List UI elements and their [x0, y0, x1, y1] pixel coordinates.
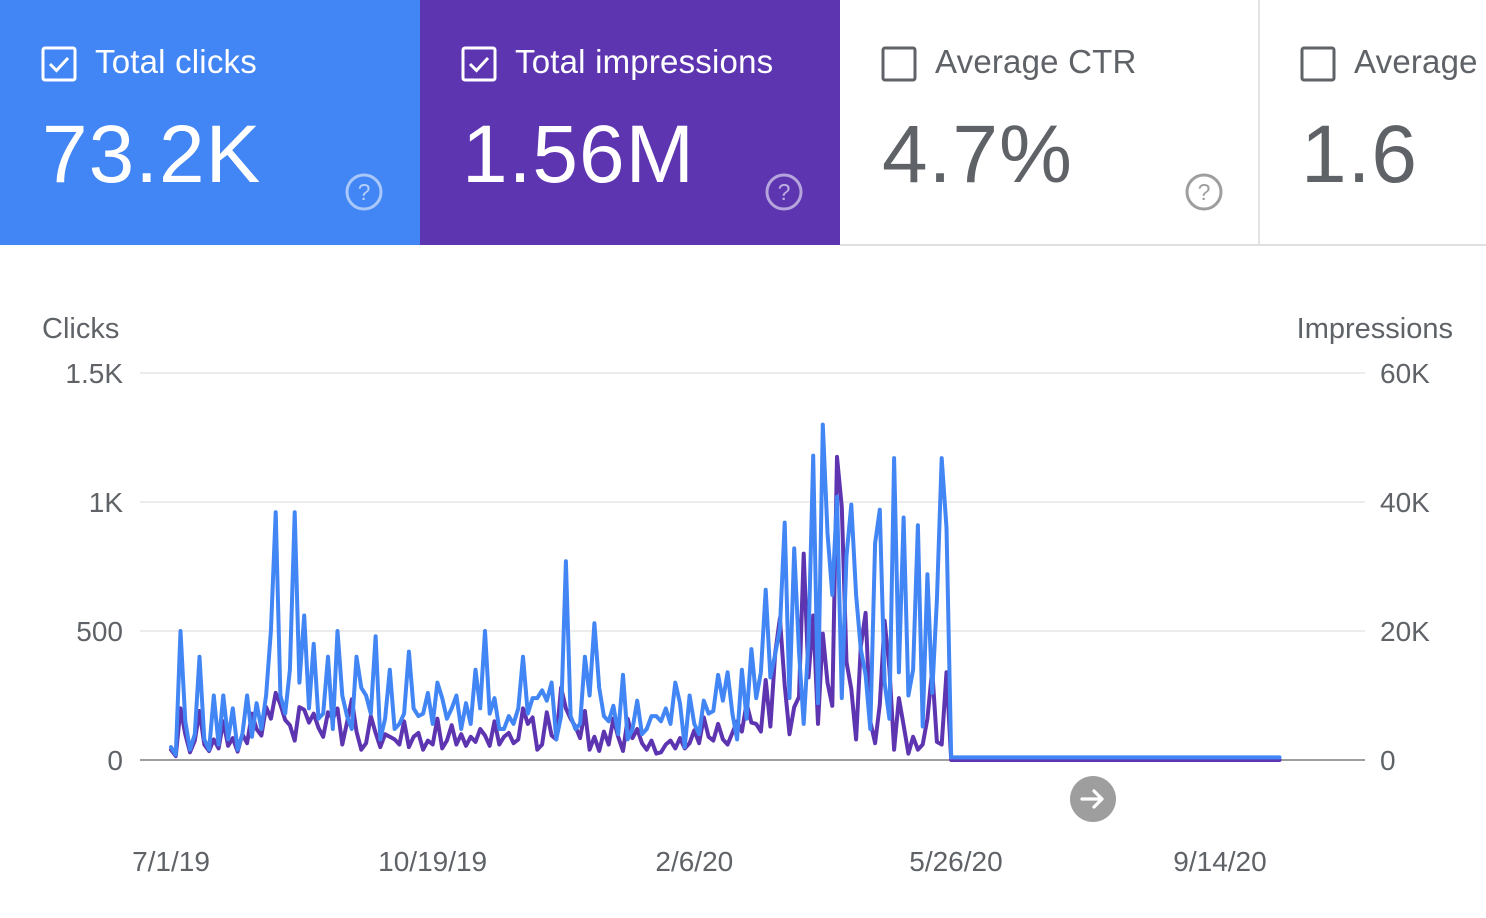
- help-circle-icon[interactable]: ?: [764, 172, 804, 212]
- clicks-series-line: [169, 422, 1282, 760]
- left-axis-tick-label: 1K: [89, 487, 124, 518]
- right-axis-tick-label: 60K: [1380, 358, 1430, 389]
- help-circle-icon[interactable]: ?: [1184, 172, 1224, 212]
- left-axis-title: Clicks: [42, 313, 119, 345]
- right-axis-tick-label: 20K: [1380, 616, 1430, 647]
- checkbox-checked-icon[interactable]: [41, 46, 77, 82]
- metric-card-total-clicks[interactable]: Total clicks 73.2K ?: [0, 0, 420, 245]
- checkbox-unchecked-icon[interactable]: [881, 46, 917, 82]
- metric-label: Average CTR: [935, 43, 1137, 80]
- checkbox-checked-icon[interactable]: [461, 46, 497, 82]
- x-axis-tick-label: 5/26/20: [909, 846, 1002, 877]
- left-axis-tick-label: 500: [76, 616, 123, 647]
- right-axis-tick-label: 40K: [1380, 487, 1430, 518]
- card-divider: [840, 244, 1486, 246]
- help-circle-icon[interactable]: ?: [344, 172, 384, 212]
- chart-series: [169, 422, 1282, 762]
- left-axis-tick-label: 0: [107, 745, 123, 776]
- left-axis-tick-label: 1.5K: [65, 358, 123, 389]
- metric-value: 73.2K: [42, 109, 262, 200]
- metric-value: 1.6: [1301, 109, 1418, 200]
- card-divider: [1258, 0, 1260, 245]
- x-axis-tick-label: 2/6/20: [655, 846, 733, 877]
- x-axis-tick-label: 7/1/19: [132, 846, 210, 877]
- impressions-series-line: [169, 454, 1282, 762]
- metric-card-average-position[interactable]: Average 1.6: [1259, 0, 1486, 245]
- svg-text:?: ?: [358, 179, 371, 205]
- performance-chart: 0 500 1K 1.5K 0 20K 40K 60K 7/1/19 10/19/19 2/6/20…: [42, 313, 1453, 877]
- x-axis-tick-label: 10/19/19: [378, 846, 487, 877]
- right-axis-tick-label: 0: [1380, 745, 1396, 776]
- chart-axes: 0 500 1K 1.5K 0 20K 40K 60K 7/1/19 10/19/19 2/6/20…: [65, 358, 1430, 877]
- metric-card-total-impressions[interactable]: Total impressions 1.56M ?: [420, 0, 840, 245]
- metric-label: Total clicks: [95, 43, 257, 80]
- metric-label: Total impressions: [515, 43, 774, 80]
- svg-text:?: ?: [778, 179, 791, 205]
- svg-text:?: ?: [1198, 179, 1211, 205]
- x-axis-tick-label: 9/14/20: [1173, 846, 1266, 877]
- right-axis-title: Impressions: [1297, 313, 1453, 345]
- metric-cards: Total clicks 73.2K ? Total impressions 1…: [0, 0, 1486, 247]
- metric-label: Average: [1354, 43, 1478, 80]
- checkbox-unchecked-icon[interactable]: [1300, 46, 1336, 82]
- arrow-right-icon[interactable]: [1069, 775, 1117, 823]
- metric-value: 4.7%: [882, 109, 1073, 200]
- metric-card-average-ctr[interactable]: Average CTR 4.7% ?: [840, 0, 1258, 245]
- metric-value: 1.56M: [462, 109, 695, 200]
